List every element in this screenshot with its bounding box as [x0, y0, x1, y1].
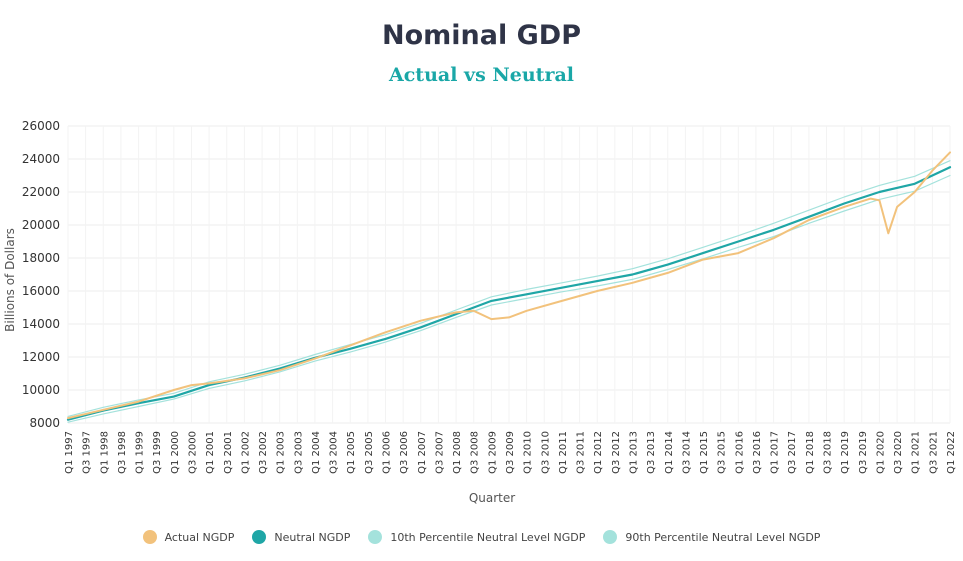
y-tick-label: 24000 [22, 152, 60, 166]
x-tick-label: Q3 2021 [928, 431, 939, 474]
y-tick-label: 8000 [29, 416, 60, 430]
x-tick-label: Q3 2003 [293, 431, 304, 474]
x-tick-label: Q3 1999 [152, 431, 163, 474]
x-tick-label: Q1 2012 [593, 431, 604, 474]
y-axis-label: Billions of Dollars [3, 228, 17, 332]
x-tick-label: Q3 2015 [717, 431, 728, 474]
x-tick-label: Q1 2001 [205, 431, 216, 474]
x-tick-label: Q1 2018 [805, 431, 816, 474]
y-tick-label: 10000 [22, 383, 60, 397]
line-chart: 8000 10000 12000 14000 16000 18000 20000 22000 2… [3, 119, 957, 505]
series-line-actual-ngdp [67, 151, 951, 420]
x-tick-label: Q1 2013 [628, 431, 639, 474]
chart-title: Nominal GDP [382, 20, 581, 51]
gridlines [67, 125, 951, 424]
x-axis-label: Quarter [469, 491, 515, 505]
y-tick-label: 16000 [22, 284, 60, 298]
x-tick-label: Q3 2014 [681, 431, 692, 474]
series-line-10th-percentile-neutral-level-ngdp [67, 174, 951, 423]
x-tick-label: Q1 2017 [770, 431, 781, 474]
x-tick-label: Q1 1997 [64, 431, 75, 474]
x-tick-label: Q3 2018 [823, 431, 834, 474]
x-tick-label: Q1 2005 [346, 431, 357, 474]
x-tick-label: Q1 1998 [99, 431, 110, 474]
x-tick-label: Q3 2009 [505, 431, 516, 474]
legend-label: Actual NGDP [164, 530, 235, 544]
x-tick-label: Q3 2004 [329, 431, 340, 474]
x-tick-label: Q3 2020 [893, 431, 904, 474]
chart-legend: Actual NGDP Neutral NGDP 10th Percentile… [0, 530, 963, 544]
x-tick-label: Q3 2005 [364, 431, 375, 474]
x-tick-label: Q1 2003 [276, 431, 287, 474]
x-tick-label: Q3 2010 [540, 431, 551, 474]
legend-swatch [252, 530, 267, 544]
x-tick-label: Q1 2009 [487, 431, 498, 474]
legend-label: Neutral NGDP [274, 530, 351, 544]
series-lines [66, 151, 952, 423]
x-tick-label: Q1 2008 [452, 431, 463, 474]
chart-subtitle: Actual vs Neutral [389, 64, 574, 86]
x-tick-label: Q1 2004 [311, 431, 322, 474]
x-tick-label: Q1 2010 [523, 431, 534, 474]
x-tick-label: Q1 2015 [699, 431, 710, 474]
x-tick-label: Q1 2000 [170, 431, 181, 474]
y-tick-label: 20000 [22, 218, 60, 232]
y-tick-label: 18000 [22, 251, 60, 265]
x-tick-label: Q1 2021 [911, 431, 922, 474]
x-tick-label: Q1 2002 [240, 431, 251, 474]
y-tick-label: 12000 [22, 350, 60, 364]
x-tick-label: Q3 2008 [470, 431, 481, 474]
legend-swatch [368, 530, 383, 544]
x-tick-label: Q3 2006 [399, 431, 410, 474]
x-tick-label: Q3 2016 [752, 431, 763, 474]
x-tick-label: Q3 2000 [187, 431, 198, 474]
legend-label: 90th Percentile Neutral Level NGDP [625, 530, 821, 544]
x-tick-label: Q3 2011 [576, 431, 587, 474]
y-axis-ticks: 8000 10000 12000 14000 16000 18000 20000 22000 2… [22, 119, 60, 430]
legend-item-neutral[interactable]: Neutral NGDP [252, 530, 350, 544]
legend-label: 10th Percentile Neutral Level NGDP [390, 530, 586, 544]
x-tick-label: Q3 1997 [82, 431, 93, 474]
x-tick-label: Q3 2017 [787, 431, 798, 474]
x-tick-label: Q3 2001 [223, 431, 234, 474]
legend-swatch [142, 530, 157, 544]
x-tick-label: Q3 2002 [258, 431, 269, 474]
x-tick-label: Q1 2011 [558, 431, 569, 474]
x-tick-label: Q3 2007 [434, 431, 445, 474]
y-tick-label: 14000 [22, 317, 60, 331]
x-tick-label: Q1 2020 [875, 431, 886, 474]
x-tick-label: Q1 2016 [734, 431, 745, 474]
x-tick-label: Q3 2019 [858, 431, 869, 474]
legend-item-10th-percentile[interactable]: 10th Percentile Neutral Level NGDP [368, 530, 585, 544]
x-tick-label: Q1 2007 [417, 431, 428, 474]
series-line-neutral-ngdp [66, 166, 952, 421]
x-tick-label: Q1 2014 [664, 431, 675, 474]
x-tick-label: Q3 1998 [117, 431, 128, 474]
y-tick-label: 26000 [22, 119, 60, 133]
y-tick-label: 22000 [22, 185, 60, 199]
series-line-90th-percentile-neutral-level-ngdp [67, 160, 951, 417]
x-tick-label: Q3 2013 [646, 431, 657, 474]
legend-swatch [603, 530, 618, 544]
legend-item-actual[interactable]: Actual NGDP [142, 530, 235, 544]
legend-item-90th-percentile[interactable]: 90th Percentile Neutral Level NGDP [603, 530, 820, 544]
x-tick-label: Q1 2019 [840, 431, 851, 474]
x-tick-label: Q1 2022 [946, 431, 957, 474]
x-axis-ticks: Q1 1997 Q3 1997 Q1 1998 Q3 1998 Q1 1999 Q3 19… [64, 431, 957, 474]
x-tick-label: Q1 2006 [382, 431, 393, 474]
x-tick-label: Q1 1999 [135, 431, 146, 474]
x-tick-label: Q3 2012 [611, 431, 622, 474]
